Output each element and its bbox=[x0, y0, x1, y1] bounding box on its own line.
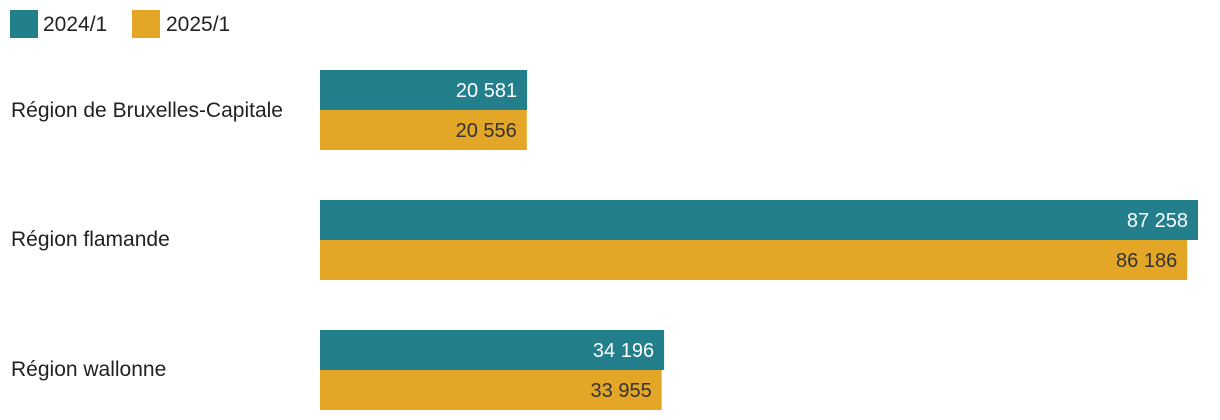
category-label-bruxelles: Région de Bruxelles-Capitale bbox=[11, 99, 283, 122]
value-label-bruxelles-2025-1: 20 556 bbox=[456, 120, 517, 142]
category-label-wallonne: Région wallonne bbox=[11, 358, 166, 381]
bar-flamande-2025-1 bbox=[320, 240, 1188, 280]
value-label-bruxelles-2024-1: 20 581 bbox=[456, 80, 517, 102]
category-labels: Région de Bruxelles-Capitale Région flam… bbox=[11, 99, 283, 381]
legend-swatch-2025-1 bbox=[132, 10, 160, 38]
plot-area: 20 581 20 556 87 258 86 186 34 196 33 955 bbox=[320, 70, 1198, 410]
value-label-wallonne-2024-1: 34 196 bbox=[593, 340, 654, 362]
bar-flamande-2024-1 bbox=[320, 200, 1198, 240]
bar-wallonne-2025-1 bbox=[320, 370, 662, 410]
bar-bruxelles-2025-1 bbox=[320, 110, 527, 150]
legend-label-2024-1: 2024/1 bbox=[43, 13, 107, 36]
legend-swatch-2024-1 bbox=[10, 10, 38, 38]
bar-bruxelles-2024-1 bbox=[320, 70, 528, 110]
legend: 2024/1 2025/1 bbox=[10, 10, 230, 38]
value-label-wallonne-2025-1: 33 955 bbox=[591, 380, 652, 402]
legend-label-2025-1: 2025/1 bbox=[166, 13, 230, 36]
category-label-flamande: Région flamande bbox=[11, 228, 170, 251]
value-label-flamande-2025-1: 86 186 bbox=[1116, 250, 1177, 272]
value-label-flamande-2024-1: 87 258 bbox=[1127, 210, 1188, 232]
bar-wallonne-2024-1 bbox=[320, 330, 665, 370]
